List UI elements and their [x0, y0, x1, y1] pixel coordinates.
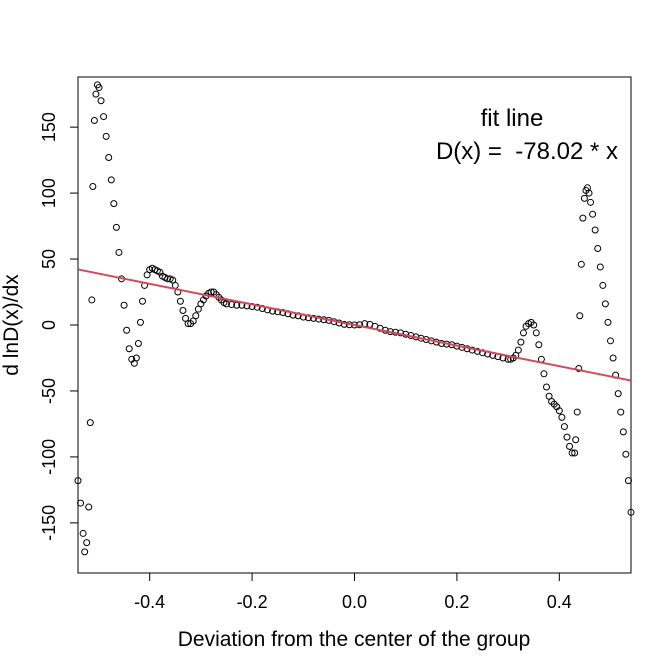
data-point [253, 303, 261, 311]
x-tick-label: 0.0 [342, 592, 367, 612]
data-point [607, 337, 615, 345]
data-point [563, 433, 571, 441]
data-point [558, 413, 566, 421]
data-point [132, 354, 140, 362]
data-point [77, 499, 85, 507]
data-point [176, 297, 184, 305]
data-point [571, 449, 579, 457]
data-point [120, 301, 128, 309]
data-point [228, 301, 236, 309]
data-point [530, 321, 538, 329]
data-point [107, 176, 115, 184]
data-point [89, 182, 97, 190]
data-point [622, 450, 630, 458]
data-point [568, 449, 576, 457]
data-point [587, 198, 595, 206]
data-point [110, 200, 118, 208]
y-tick-label: 150 [39, 112, 59, 142]
data-point [179, 306, 187, 314]
y-axis-title: d lnD(x)/dx [0, 274, 23, 376]
data-point [134, 339, 142, 347]
data-point [585, 189, 593, 197]
data-point [532, 329, 540, 337]
data-point [112, 223, 120, 231]
fit-annotation-formula: D(x) = -78.02 * x [436, 138, 618, 165]
data-point [222, 300, 230, 308]
data-point [617, 408, 625, 416]
data-point [479, 349, 487, 357]
y-tick-label: 50 [39, 249, 59, 269]
y-tick-label: -50 [39, 378, 59, 404]
data-point [192, 312, 200, 320]
data-point [543, 383, 551, 391]
data-point [74, 477, 82, 485]
y-tick-label: 0 [39, 320, 59, 330]
x-axis-title: Deviation from the center of the group [178, 628, 531, 651]
data-point [519, 329, 527, 337]
data-point [577, 260, 585, 268]
data-point [102, 132, 110, 140]
data-point [97, 97, 105, 105]
data-point [95, 84, 103, 92]
x-tick-label: -0.4 [134, 592, 165, 612]
data-point [579, 214, 587, 222]
data-point [85, 503, 93, 511]
data-point [614, 390, 622, 398]
data-point [560, 423, 568, 431]
data-point [105, 153, 113, 161]
data-point [535, 341, 543, 349]
fit-line [77, 268, 632, 382]
data-point [86, 419, 94, 427]
data-point [100, 113, 108, 121]
data-point [90, 117, 98, 125]
data-point [83, 539, 91, 547]
data-point [123, 326, 131, 334]
data-point [79, 529, 87, 537]
data-point [566, 442, 574, 450]
y-tick-label: -150 [39, 505, 59, 541]
y-tick-label: -100 [39, 439, 59, 475]
data-point [576, 312, 584, 320]
data-point [125, 345, 133, 353]
data-point [609, 354, 617, 362]
data-point [92, 90, 100, 98]
data-point [88, 296, 96, 304]
data-point [573, 408, 581, 416]
data-point [624, 477, 632, 485]
data-point [580, 194, 588, 202]
data-point [594, 244, 602, 252]
fit-annotation-title: fit line [481, 105, 544, 132]
data-point [310, 314, 318, 322]
data-point [164, 275, 172, 283]
y-tick-label: 100 [39, 178, 59, 208]
data-point [514, 346, 522, 354]
data-point [601, 300, 609, 308]
data-point [555, 407, 563, 415]
data-point [589, 210, 597, 218]
data-point [81, 548, 89, 556]
x-tick-label: 0.4 [547, 592, 572, 612]
data-point [599, 281, 607, 289]
data-point [572, 436, 580, 444]
data-point [171, 281, 179, 289]
data-point [517, 338, 525, 346]
x-tick-label: 0.2 [444, 592, 469, 612]
data-point [619, 428, 627, 436]
data-point [627, 508, 635, 516]
data-point [136, 318, 144, 326]
y-axis: -150 -100 -50 0 50 100 150 [39, 112, 79, 541]
data-point [279, 308, 287, 316]
data-point [139, 297, 147, 305]
data-point [604, 318, 612, 326]
data-point [596, 263, 604, 271]
x-tick-label: -0.2 [237, 592, 268, 612]
data-point [473, 347, 481, 355]
data-point [540, 370, 548, 378]
data-point [115, 248, 123, 256]
data-point [591, 226, 599, 234]
x-axis: -0.4 -0.2 0.0 0.2 0.4 [134, 572, 572, 612]
